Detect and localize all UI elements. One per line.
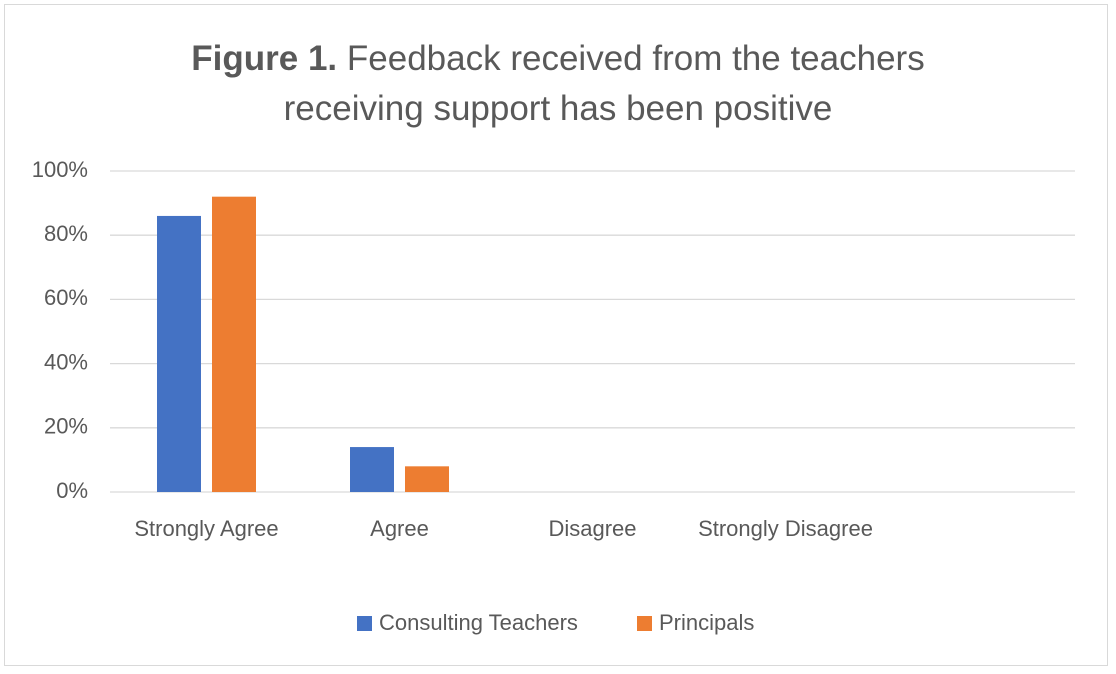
chart-title: Figure 1. Feedback received from the tea… [128,34,988,134]
legend-label: Principals [659,610,755,635]
bar [157,215,201,492]
chart-frame [4,4,1108,666]
title-text: Feedback received from the teachers rece… [283,39,925,128]
y-tick-label: 80% [44,221,88,246]
x-tick-label: Agree [370,516,429,541]
x-tick-label: Strongly Disagree [698,516,873,541]
x-tick-label: Disagree [548,516,637,541]
legend-item: Consulting Teachers [357,608,578,638]
y-tick-label: 40% [44,349,88,374]
legend-swatch [357,615,372,631]
legend-item: Principals [637,608,754,638]
legend-label: Consulting Teachers [379,610,578,635]
y-tick-label: 100% [32,157,88,182]
title-label: Figure 1. [191,39,338,78]
y-tick-label: 0% [56,478,88,503]
bar [212,196,256,492]
x-tick-label: Strongly Agree [134,516,279,541]
y-tick-label: 60% [44,285,88,310]
y-tick-label: 20% [44,414,88,439]
bar [350,447,394,492]
bar [405,466,449,492]
legend-swatch [637,615,652,631]
